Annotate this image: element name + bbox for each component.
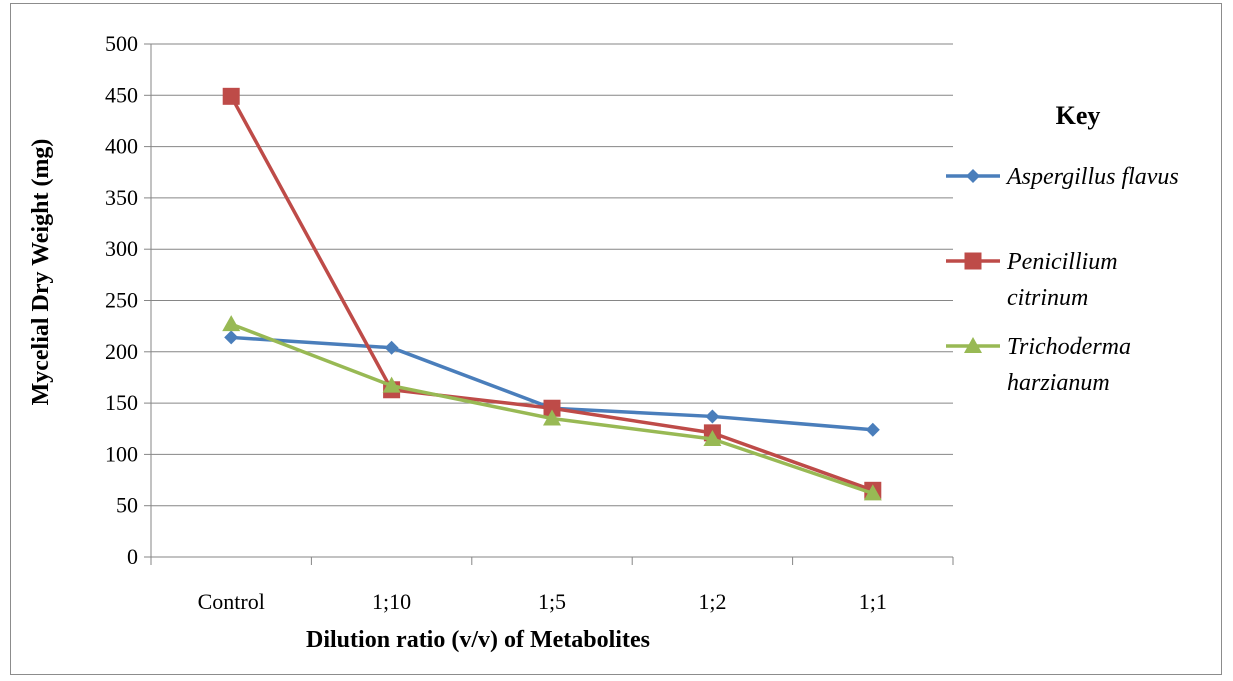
data-point [222, 87, 240, 105]
series-line [229, 95, 874, 492]
x-tick-label: 1;10 [372, 589, 411, 614]
y-tick-label: 300 [105, 236, 138, 261]
y-tick-label: 400 [105, 134, 138, 159]
legend-item-1: Penicillium citrinum [946, 249, 1118, 311]
data-point [543, 409, 561, 426]
legend-swatch-marker [964, 337, 982, 353]
series-2 [222, 315, 882, 501]
x-axis-title: Dilution ratio (v/v) of Metabolites [306, 627, 650, 653]
legend-item-0: Aspergillus flavus [946, 164, 1179, 190]
legend-label: Trichoderma [1007, 334, 1131, 360]
y-tick-label: 150 [105, 390, 138, 415]
legend-label: harzianum [1007, 370, 1110, 396]
data-point [865, 422, 880, 437]
data-point [863, 484, 882, 501]
y-tick-label: 250 [105, 288, 138, 313]
legend: Key Aspergillus flavus Penicillium citrinu… [946, 101, 1179, 396]
legend-item-2: Trichoderma harzianum [946, 334, 1131, 396]
axes [144, 43, 954, 565]
legend-title: Key [1056, 101, 1101, 130]
x-tick-label: 1;1 [859, 589, 887, 614]
y-tick-label: 200 [105, 339, 138, 364]
legend-swatch-marker [966, 169, 980, 183]
y-axis-title: Mycelial Dry Weight (mg) [28, 139, 54, 406]
y-tick-label: 350 [105, 185, 138, 210]
y-tick-label: 450 [105, 82, 138, 107]
x-tick-label: Control [198, 589, 265, 614]
legend-items: Aspergillus flavus Penicillium citrinum Tri… [946, 164, 1179, 396]
y-tick-label: 50 [116, 493, 138, 518]
data-point [222, 315, 241, 332]
legend-label: Penicillium [1006, 249, 1118, 275]
data-point [384, 340, 399, 355]
y-tick-label: 0 [127, 544, 138, 569]
data-point [224, 330, 239, 345]
chart-frame [10, 3, 1222, 675]
series-1 [222, 87, 882, 499]
data-point [705, 409, 720, 424]
legend-label: Aspergillus flavus [1005, 164, 1179, 190]
x-tick-label: 1;5 [538, 589, 566, 614]
series-lines [222, 87, 882, 501]
x-tick-labels: Control 1;10 1;5 1;2 1;1 [198, 589, 887, 614]
legend-swatch-marker [964, 252, 982, 270]
x-tick-label: 1;2 [698, 589, 726, 614]
data-point [703, 430, 722, 447]
data-point [382, 376, 401, 393]
y-tick-label: 100 [105, 441, 138, 466]
y-tick-label: 500 [105, 31, 138, 56]
grid-lines [151, 43, 953, 507]
legend-label: citrinum [1007, 285, 1088, 311]
y-tick-labels: 0 50 100 150 200 250 300 350 400 450 500 [105, 31, 138, 569]
